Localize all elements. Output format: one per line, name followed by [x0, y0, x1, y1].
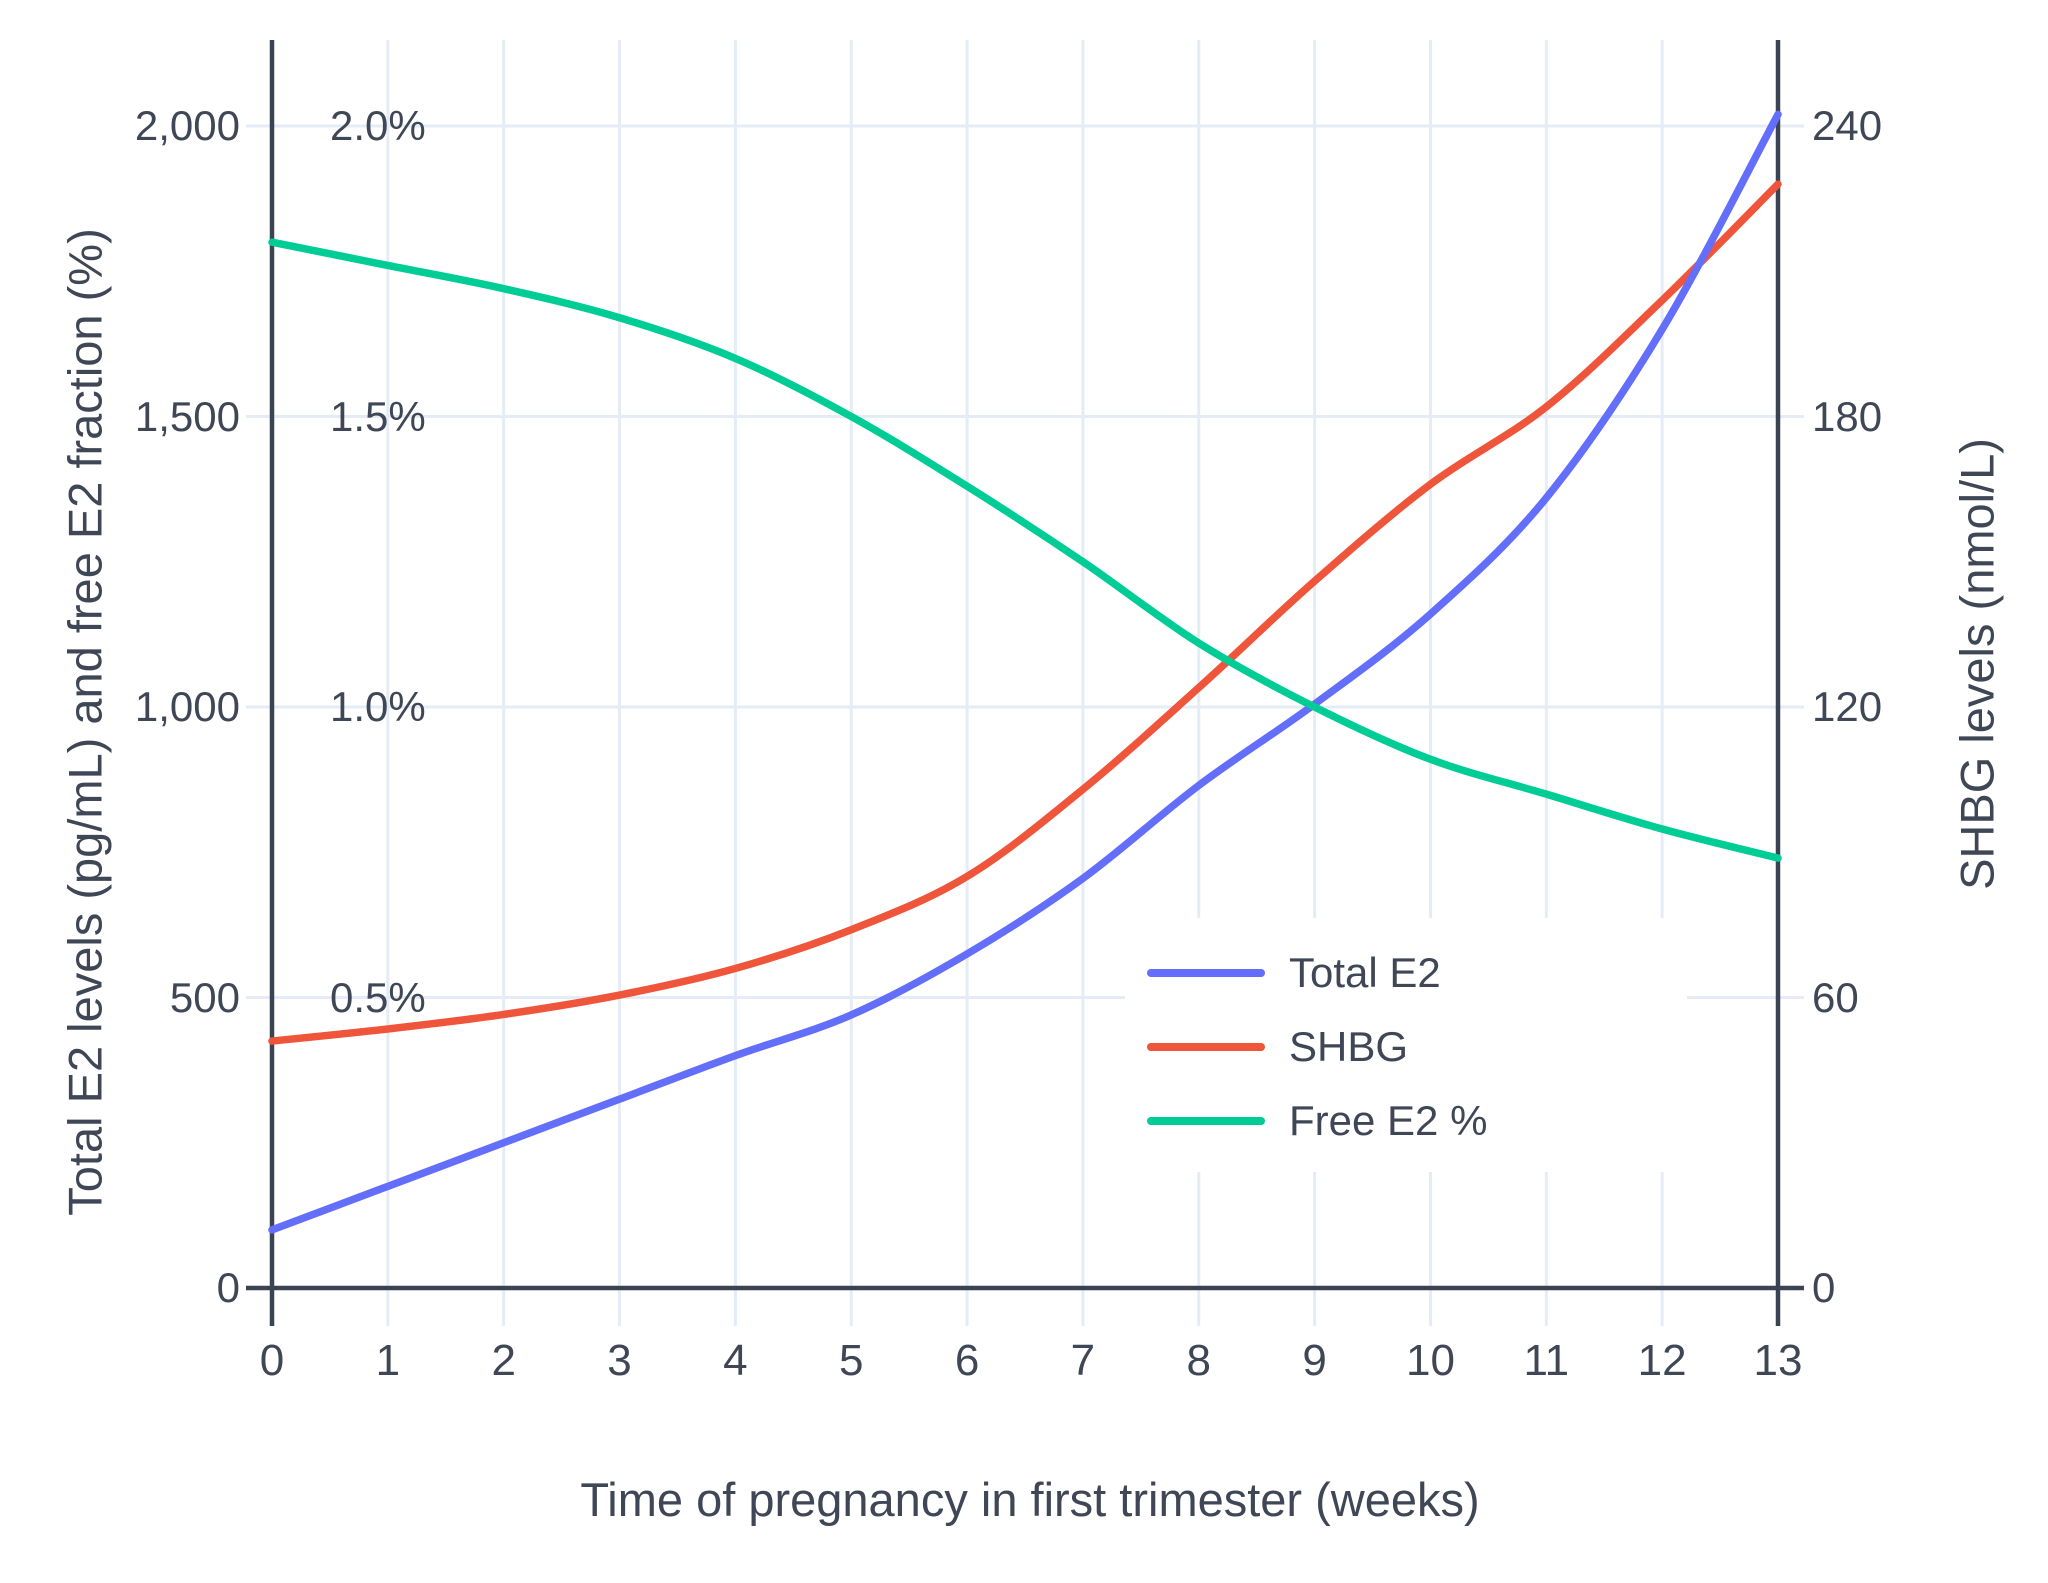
x-tick-label-7: 7: [1070, 1336, 1096, 1385]
legend-line-swatch: [1147, 969, 1265, 977]
x-tick-label-0: 0: [259, 1336, 285, 1385]
percent-tick-label-0.5%: 0.5%: [330, 973, 426, 1021]
series-line-free-e2-: [268, 238, 1782, 862]
x-tick-label-8: 8: [1186, 1336, 1212, 1385]
percent-tick-label-1.0%: 1.0%: [330, 683, 426, 730]
right-tick-label-180: 180: [1812, 392, 1883, 440]
legend-label: Free E2 %: [1289, 1097, 1488, 1144]
left-tick-label-1,000: 1,000: [134, 683, 240, 730]
left-tick-label-0: 0: [216, 1264, 240, 1311]
legend-line-swatch: [1147, 1043, 1265, 1051]
x-tick-label-1: 1: [375, 1336, 401, 1385]
right-axis-title: SHBG levels (nmol/L): [1950, 438, 2004, 890]
legend-label: SHBG: [1289, 1023, 1409, 1070]
x-tick-label-2: 2: [491, 1336, 516, 1385]
right-tick-label-240: 240: [1812, 102, 1883, 149]
legend-label: Total E2: [1289, 949, 1441, 996]
x-tick-label-9: 9: [1302, 1336, 1327, 1385]
left-tick-label-1,500: 1,500: [134, 392, 240, 440]
legend-line-swatch: [1147, 1117, 1265, 1125]
x-tick-label-11: 11: [1523, 1336, 1570, 1385]
legend: Total E2 SHBG Free E2 %: [1125, 918, 1687, 1172]
legend-item-total-e2[interactable]: Total E2: [1147, 936, 1687, 1010]
left-tick-label-2,000: 2,000: [134, 102, 240, 149]
series-lines: [268, 110, 1782, 1234]
series-line-shbg: [268, 180, 1782, 1045]
left-tick-label-500: 500: [169, 973, 240, 1021]
x-tick-label-6: 6: [954, 1336, 980, 1385]
percent-tick-label-2.0%: 2.0%: [330, 102, 426, 149]
x-tick-label-3: 3: [607, 1336, 632, 1385]
right-tick-label-60: 60: [1812, 973, 1859, 1021]
right-tick-label-0: 0: [1812, 1264, 1836, 1311]
x-tick-label-13: 13: [1753, 1336, 1803, 1385]
x-tick-label-4: 4: [723, 1336, 748, 1385]
x-tick-label-10: 10: [1405, 1336, 1455, 1385]
left-axis-title: Total E2 levels (pg/mL) and free E2 frac…: [58, 228, 112, 1216]
legend-item-shbg[interactable]: SHBG: [1147, 1010, 1687, 1084]
right-tick-label-120: 120: [1812, 683, 1883, 730]
axis-lines: [246, 40, 1804, 1326]
x-tick-label-12: 12: [1637, 1336, 1687, 1385]
percent-tick-label-1.5%: 1.5%: [330, 392, 426, 440]
series-line-total-e2: [268, 110, 1782, 1234]
x-axis-title: Time of pregnancy in first trimester (we…: [580, 1473, 1480, 1526]
legend-item-free-e2-[interactable]: Free E2 %: [1147, 1084, 1687, 1158]
x-tick-label-5: 5: [838, 1336, 864, 1385]
